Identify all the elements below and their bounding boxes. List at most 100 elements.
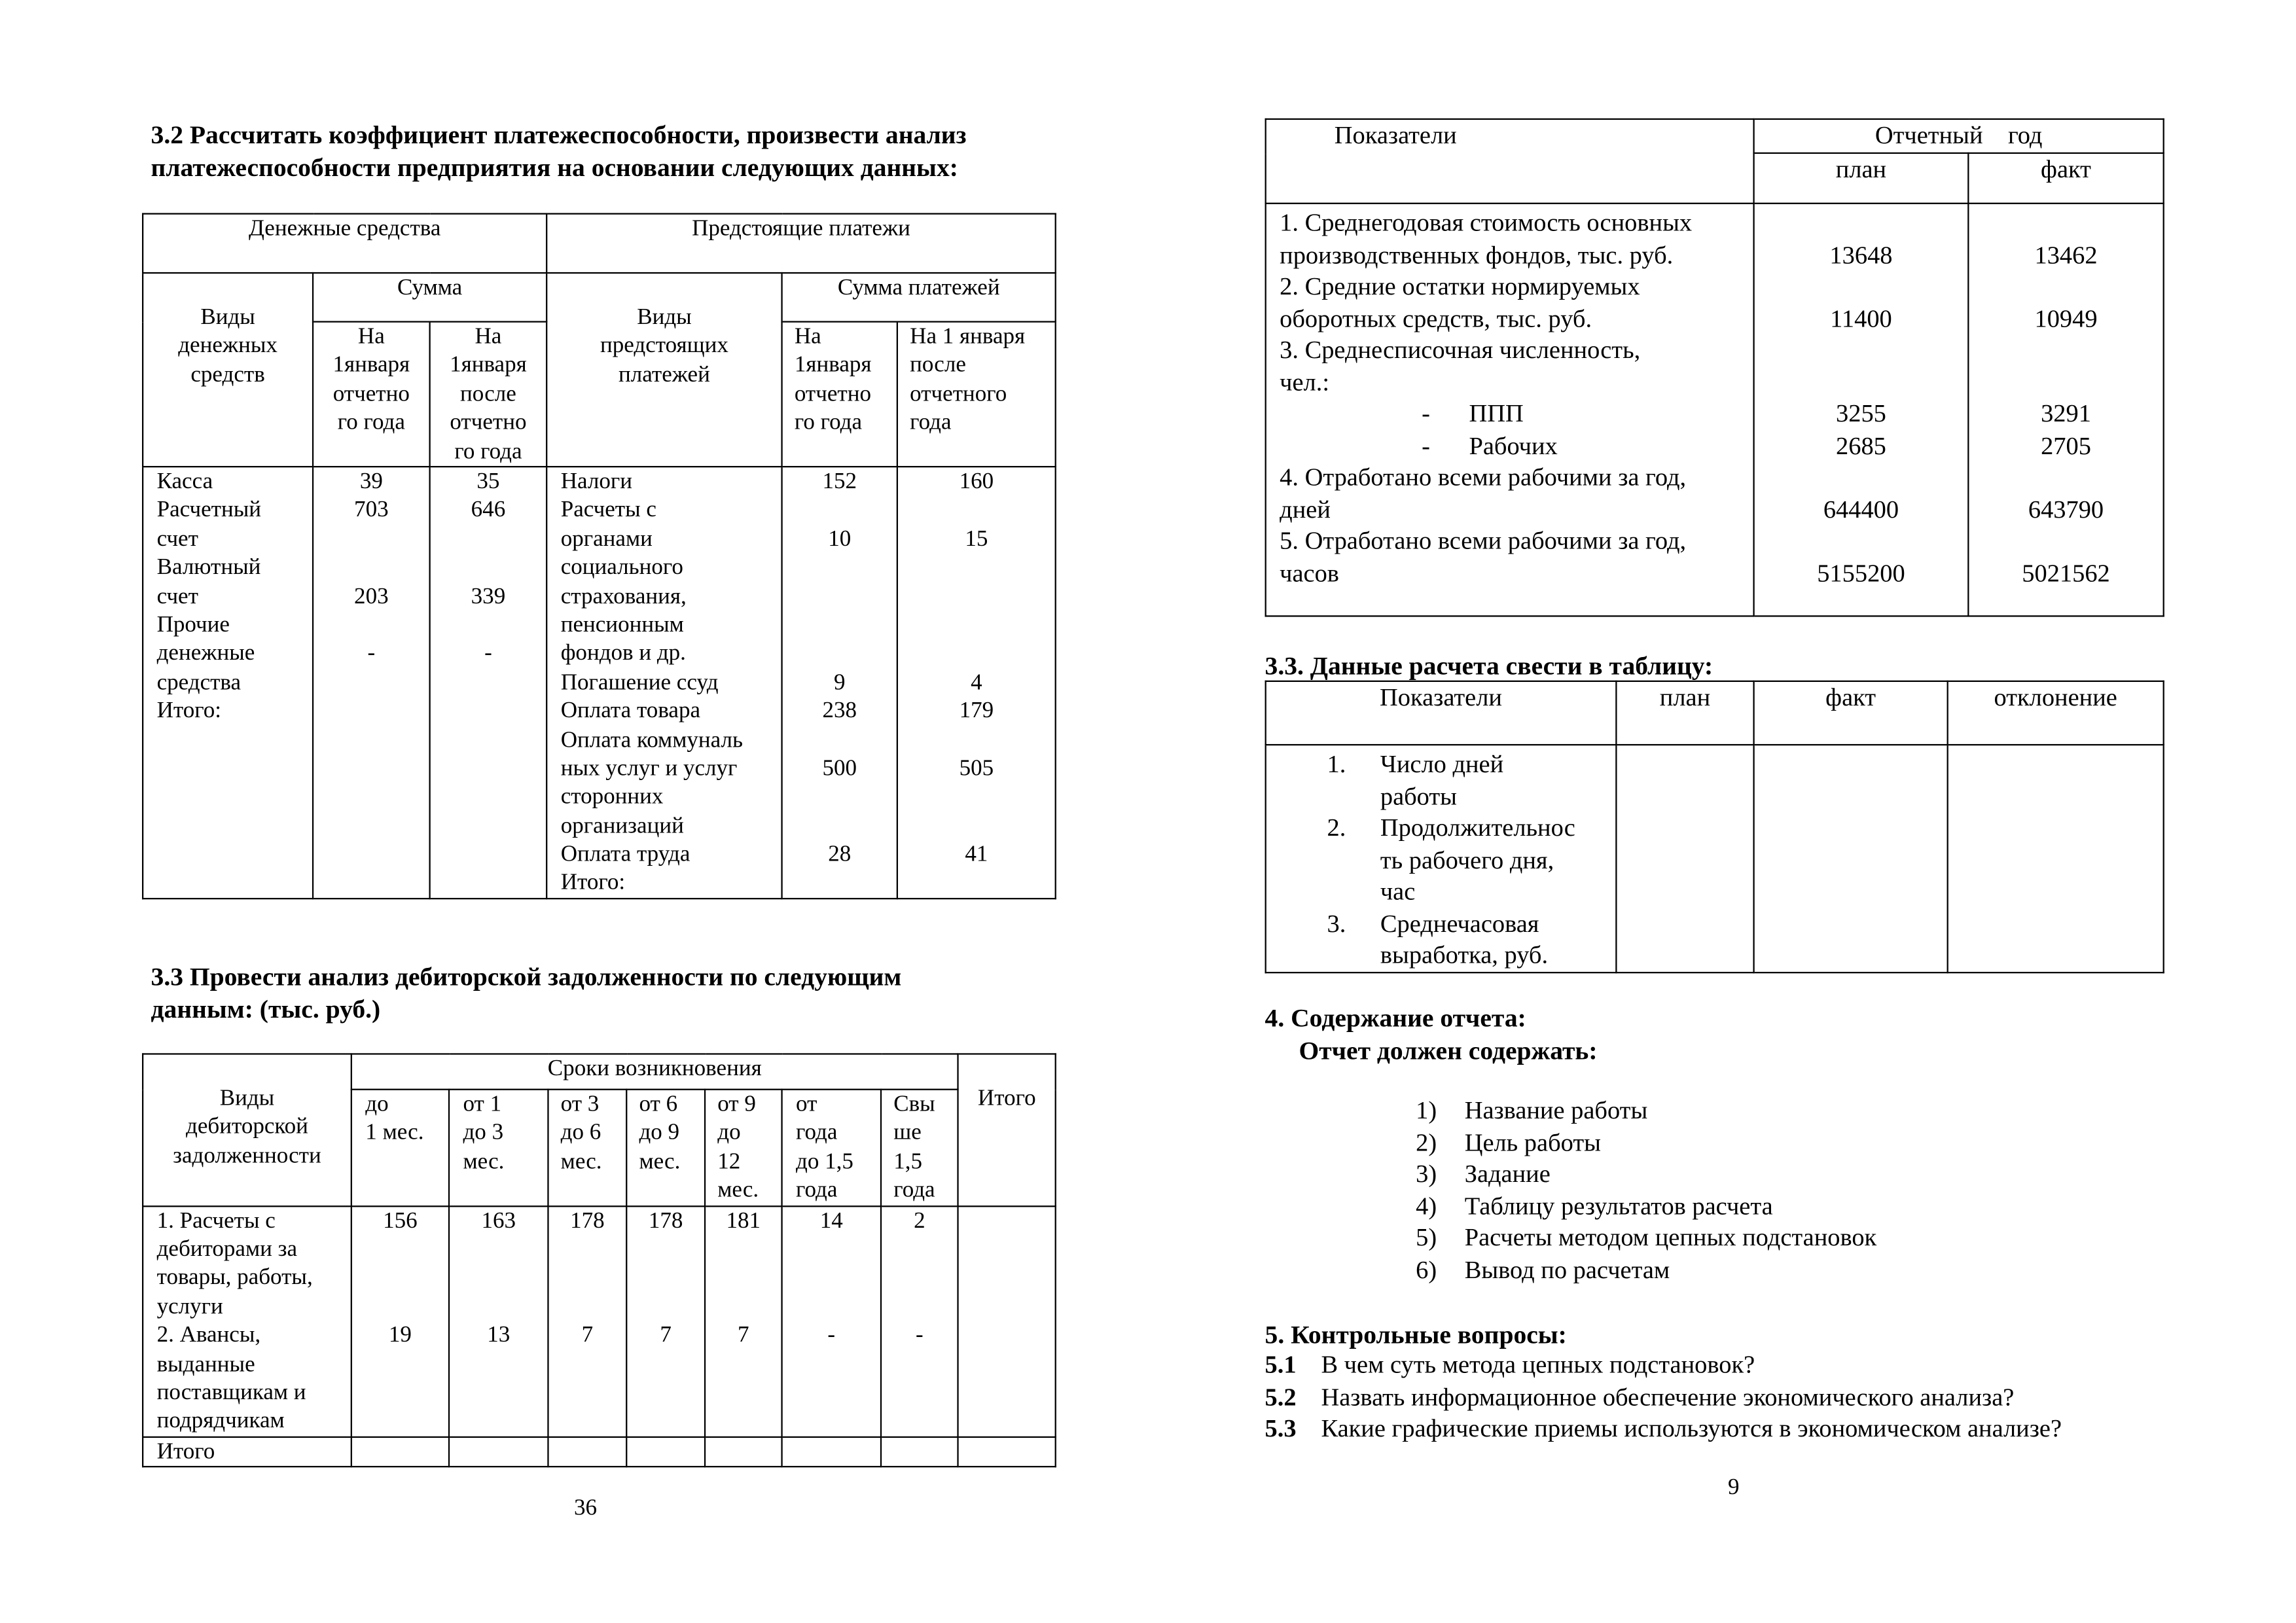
text-line: 505 [959, 755, 994, 781]
text-line: мес. [463, 1149, 505, 1175]
text-line: года [796, 1120, 838, 1146]
text-line: 2. Авансы, [156, 1322, 261, 1348]
text-line [711, 1293, 775, 1321]
text-line [789, 783, 891, 812]
indicators-table: Показатели Отчетный год план факт 1. Сре… [1265, 118, 2164, 617]
text-line: 500 [822, 755, 857, 781]
list-item: 4) Таблицу результатов расчета [1416, 1190, 1876, 1222]
text-line [437, 668, 540, 697]
text-line: 1января [794, 352, 872, 378]
dash-marker: - [1422, 431, 1430, 459]
text-line: 179 [959, 698, 994, 724]
text-line: - [827, 1322, 836, 1348]
text-line: Итого: [156, 698, 222, 724]
text-line: 644400 [1823, 495, 1899, 524]
text-line: На 1 января [910, 324, 1026, 349]
item-number [1327, 876, 1380, 908]
list-item: работы [1327, 780, 1615, 812]
text-line: 1,5 [893, 1149, 923, 1175]
text-line: средств [190, 362, 265, 387]
header-total: Итого [957, 1053, 1056, 1207]
text-line: На [357, 324, 385, 349]
text-line: Оплата коммуналь [560, 726, 743, 753]
header-reporting-year: Отчетный год [1753, 118, 2164, 154]
text-line [904, 869, 1049, 897]
text-line [711, 1235, 775, 1264]
text-line [358, 1264, 442, 1293]
text-line: 12 [717, 1149, 741, 1175]
text-line: дебиторской [186, 1114, 308, 1140]
debt-values: 178 7 [626, 1205, 706, 1438]
text-line: пенсионным [560, 612, 684, 638]
text-line: отчетно [450, 410, 527, 435]
text-line: 7 [738, 1322, 749, 1348]
text-line: 3255 [1836, 399, 1886, 428]
header-debt-types: Виды дебиторской задолженности [141, 1053, 352, 1207]
text-line: 238 [822, 698, 857, 724]
header-indicators: Показатели [1265, 680, 1617, 746]
text-line: 156 [383, 1207, 418, 1234]
text-line: 35 [476, 469, 500, 494]
text-line: - ППП [1280, 398, 1752, 430]
item-number: 1) [1416, 1096, 1437, 1124]
item-number: 3. [1327, 908, 1346, 937]
total-cell [448, 1436, 549, 1468]
debt-values: 181 7 [704, 1205, 783, 1438]
item-text: час [1380, 877, 1416, 906]
text-line: от 9 [717, 1092, 756, 1117]
text-line: от 3 [560, 1092, 600, 1117]
text-line [456, 1293, 541, 1321]
text-line [319, 668, 423, 697]
text-line: 39 [359, 469, 383, 494]
text-line: предстоящих [600, 333, 728, 359]
text-line: оборотных средств, тыс. руб. [1280, 304, 1592, 332]
header-cash-start: На 1января отчетно го года [312, 321, 431, 468]
text-line [1761, 461, 1962, 493]
text-line [789, 582, 891, 611]
text-line: Налоги [560, 469, 633, 494]
text-line: производственных фондов, тыс. руб. [1280, 240, 1674, 269]
text-line: до 6 [560, 1120, 601, 1146]
pay-end-values: 160 15 4 179 505 41 [896, 465, 1056, 899]
text-line [456, 1235, 541, 1264]
item-text: Название работы [1464, 1096, 1648, 1124]
text-line: Прочие [156, 612, 230, 638]
text-line [904, 726, 1049, 755]
text-line: 1 мес. [365, 1120, 424, 1146]
text-line [888, 1235, 951, 1264]
list-item: 1) Название работы [1416, 1095, 1876, 1127]
text-line: Виды [200, 304, 255, 330]
term-header: от 3 до 6 мес. [547, 1088, 628, 1207]
payment-labels: Налоги Расчеты с органами социального страхо… [546, 465, 783, 899]
text-line: платежеспособности предприятия на основа… [151, 152, 958, 183]
header-plan: план [1753, 152, 1969, 204]
text-line: от 1 [463, 1092, 502, 1117]
text-line [904, 783, 1049, 812]
text-line [437, 554, 540, 582]
text-line: - [367, 641, 376, 666]
text-line: ных услуг и услуг [560, 755, 738, 781]
list-item: 5) Расчеты методом цепных подстановок [1416, 1222, 1876, 1254]
text-line: от [796, 1092, 817, 1117]
page-number-right: 9 [1728, 1474, 1740, 1500]
total-cell [781, 1436, 882, 1468]
header-terms: Сроки возникновения [350, 1053, 959, 1090]
item-text: Задание [1464, 1160, 1551, 1188]
term-header: от 6 до 9 мес. [626, 1088, 706, 1207]
section-3-2-title: 3.2 Рассчитать коэффициент платежеспособ… [151, 118, 967, 183]
text-line: 2 [914, 1207, 925, 1234]
text-line: страхования, [560, 583, 687, 609]
text-line: 646 [471, 497, 506, 523]
text-line: ше [893, 1120, 922, 1146]
text-line: 5021562 [2022, 558, 2110, 587]
text-line [904, 812, 1049, 840]
header-sum: Сумма [312, 272, 548, 323]
fact-cell [1753, 743, 1948, 973]
section-3-3-results-title: 3.3. Данные расчета свести в таблицу: [1265, 651, 1713, 681]
header-deviation: отклонение [1946, 680, 2164, 746]
text-line: 3291 [2041, 399, 2091, 428]
section-5-title: 5. Контрольные вопросы: [1265, 1319, 1567, 1349]
list-item: 6) Вывод по расчетам [1416, 1254, 1876, 1286]
text-line: 4 [971, 669, 982, 695]
cash-payments-table: Денежные средства Предстоящие платежи Ви… [141, 213, 1056, 899]
